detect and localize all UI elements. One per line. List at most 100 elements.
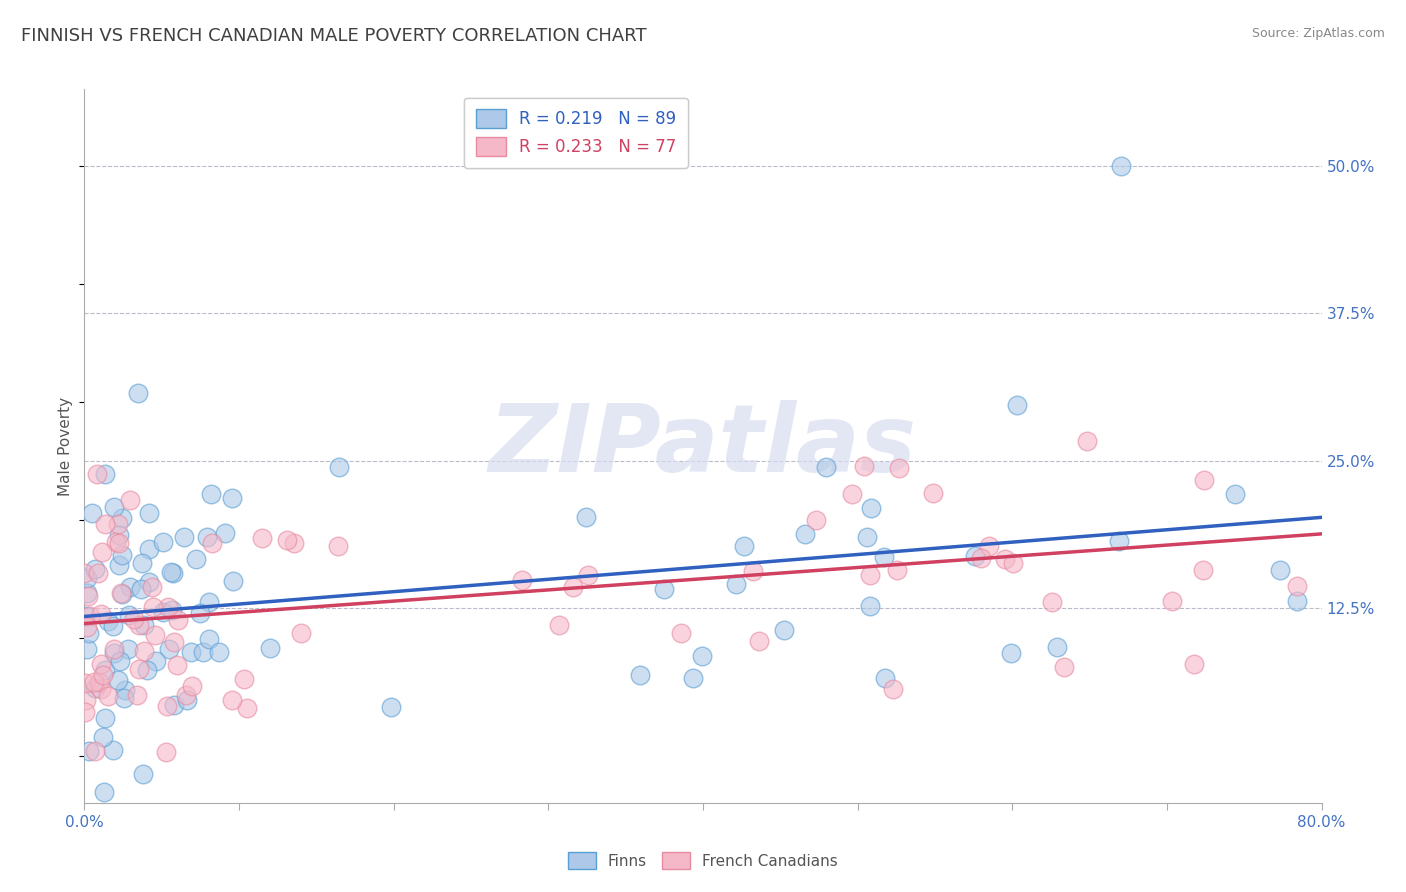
- Point: [994, 552, 1017, 566]
- Point: [77, 626, 100, 640]
- Point: [127, 385, 149, 400]
- Point: [232, 673, 254, 687]
- Point: [1002, 557, 1025, 571]
- Point: [117, 641, 139, 656]
- Point: [134, 644, 156, 658]
- Point: [138, 575, 160, 590]
- Point: [794, 527, 817, 541]
- Point: [510, 574, 533, 588]
- Point: [773, 623, 796, 637]
- Point: [128, 662, 150, 676]
- Point: [1046, 640, 1069, 654]
- Point: [107, 528, 129, 542]
- Point: [103, 641, 125, 656]
- Point: [328, 539, 350, 553]
- Point: [91, 545, 114, 559]
- Point: [852, 458, 875, 473]
- Point: [134, 618, 156, 632]
- Point: [107, 517, 129, 532]
- Point: [1285, 594, 1308, 608]
- Point: [188, 606, 211, 620]
- Point: [143, 628, 166, 642]
- Point: [103, 500, 125, 515]
- Point: [166, 657, 188, 672]
- Point: [181, 679, 204, 693]
- Point: [887, 461, 910, 475]
- Point: [652, 582, 675, 596]
- Point: [1108, 534, 1130, 549]
- Point: [118, 608, 141, 623]
- Point: [120, 581, 142, 595]
- Point: [548, 618, 571, 632]
- Point: [131, 767, 153, 781]
- Point: [110, 587, 132, 601]
- Point: [163, 635, 186, 649]
- Point: [1042, 594, 1064, 608]
- Point: [138, 506, 160, 520]
- Point: [97, 615, 120, 629]
- Point: [882, 681, 904, 696]
- Point: [84, 744, 107, 758]
- Point: [1192, 473, 1215, 487]
- Point: [176, 693, 198, 707]
- Point: [198, 632, 221, 646]
- Point: [97, 689, 120, 703]
- Point: [108, 558, 131, 573]
- Point: [162, 566, 184, 581]
- Point: [814, 460, 837, 475]
- Point: [157, 600, 180, 615]
- Point: [195, 530, 218, 544]
- Point: [87, 566, 110, 580]
- Point: [1109, 159, 1132, 173]
- Point: [79, 608, 101, 623]
- Point: [575, 509, 598, 524]
- Point: [131, 556, 153, 570]
- Point: [128, 618, 150, 632]
- Point: [83, 674, 105, 689]
- Point: [221, 692, 243, 706]
- Point: [873, 549, 896, 564]
- Point: [145, 654, 167, 668]
- Point: [290, 626, 312, 640]
- Point: [141, 580, 163, 594]
- Point: [125, 688, 148, 702]
- Point: [160, 565, 183, 579]
- Point: [748, 634, 770, 648]
- Point: [1053, 659, 1076, 673]
- Point: [77, 590, 100, 604]
- Point: [76, 620, 98, 634]
- Point: [90, 607, 112, 622]
- Point: [1005, 398, 1028, 412]
- Point: [692, 648, 714, 663]
- Point: [1223, 487, 1246, 501]
- Point: [156, 698, 179, 713]
- Y-axis label: Male Poverty: Male Poverty: [58, 396, 73, 496]
- Point: [576, 567, 599, 582]
- Point: [131, 582, 153, 596]
- Point: [77, 744, 100, 758]
- Point: [136, 663, 159, 677]
- Point: [970, 550, 993, 565]
- Point: [75, 676, 97, 690]
- Point: [236, 701, 259, 715]
- Point: [1000, 646, 1022, 660]
- Point: [114, 682, 136, 697]
- Point: [250, 532, 273, 546]
- Point: [73, 566, 96, 581]
- Point: [163, 698, 186, 712]
- Point: [157, 642, 180, 657]
- Point: [201, 536, 224, 550]
- Point: [142, 600, 165, 615]
- Point: [107, 673, 129, 687]
- Point: [160, 603, 183, 617]
- Point: [222, 574, 245, 588]
- Point: [859, 500, 882, 515]
- Point: [214, 526, 236, 541]
- Text: FINNISH VS FRENCH CANADIAN MALE POVERTY CORRELATION CHART: FINNISH VS FRENCH CANADIAN MALE POVERTY …: [21, 27, 647, 45]
- Point: [1270, 563, 1292, 577]
- Point: [259, 641, 281, 656]
- Point: [91, 730, 114, 744]
- Point: [76, 641, 98, 656]
- Point: [921, 485, 943, 500]
- Point: [328, 460, 350, 475]
